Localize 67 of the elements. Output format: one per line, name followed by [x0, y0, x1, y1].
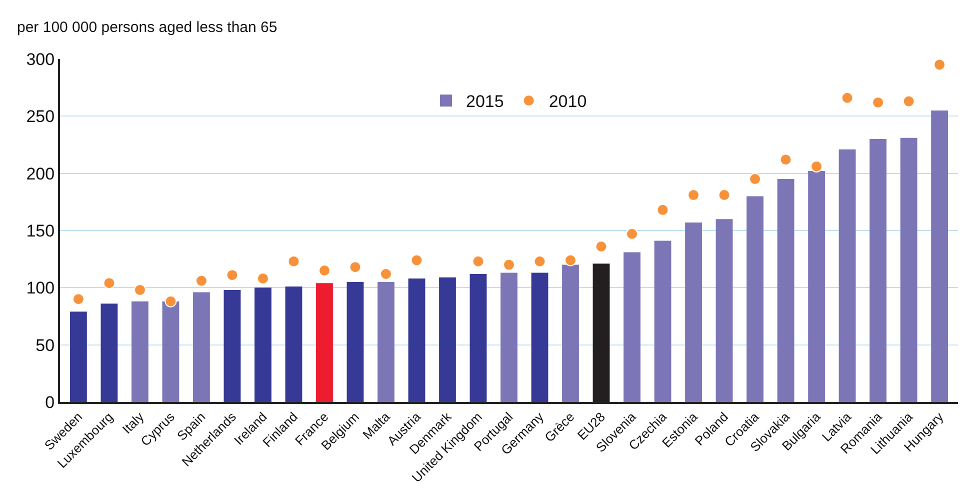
- bar: [746, 196, 764, 402]
- y-tick-label: 300: [26, 50, 55, 69]
- bar: [562, 264, 579, 402]
- point: [164, 295, 177, 308]
- y-tick-label: 0: [45, 392, 55, 412]
- y-tick-label: 150: [26, 221, 55, 240]
- bar: [162, 301, 180, 402]
- point: [902, 95, 915, 108]
- point: [688, 189, 700, 202]
- bar: [624, 252, 640, 402]
- bar: [316, 283, 333, 402]
- point: [626, 228, 638, 240]
- y-tick-label: 50: [36, 336, 55, 355]
- point: [656, 204, 669, 216]
- bar: [193, 292, 210, 402]
- bar: [685, 222, 702, 402]
- bar: [870, 139, 886, 402]
- point: [103, 277, 116, 290]
- bar: [777, 179, 794, 402]
- point: [810, 160, 823, 172]
- bar: [100, 304, 118, 402]
- point: [872, 96, 884, 108]
- bar: [378, 282, 394, 402]
- bar: [439, 277, 456, 402]
- bar: [500, 272, 518, 402]
- legend-label: 2015: [466, 92, 504, 112]
- bar: [285, 286, 302, 402]
- bar: [470, 274, 487, 402]
- bar: [931, 110, 948, 402]
- bar: [132, 301, 148, 402]
- bar: [224, 290, 241, 402]
- point: [72, 293, 84, 306]
- bar: [531, 272, 548, 402]
- bar: [70, 312, 87, 402]
- point: [288, 255, 300, 268]
- bar: [254, 288, 272, 402]
- bar: [900, 138, 918, 402]
- point: [380, 268, 392, 280]
- x-tick-label: Italy: [119, 408, 148, 437]
- bar: [654, 240, 672, 402]
- point: [534, 255, 546, 268]
- bar: [716, 219, 733, 402]
- point: [134, 284, 146, 296]
- y-tick-label: 250: [26, 107, 55, 126]
- point: [503, 258, 515, 271]
- point: [226, 269, 238, 282]
- y-tick-label: 200: [26, 164, 55, 184]
- point: [934, 59, 946, 71]
- point: [318, 264, 330, 277]
- point: [195, 274, 208, 287]
- bar: [808, 171, 825, 402]
- point: [349, 261, 362, 274]
- point: [595, 240, 608, 253]
- bar: [838, 149, 856, 402]
- point: [472, 255, 484, 268]
- point: [564, 254, 577, 266]
- bar: [346, 282, 364, 402]
- point: [749, 173, 762, 186]
- y-tick-label: 100: [26, 278, 55, 298]
- point: [780, 154, 792, 166]
- bar: [408, 278, 426, 402]
- point: [256, 272, 269, 285]
- point: [841, 92, 854, 104]
- legend-label: 2010: [548, 92, 587, 112]
- point: [410, 254, 423, 266]
- y-axis-title: per 100 000 persons aged less than 65: [17, 19, 278, 36]
- point: [718, 189, 730, 202]
